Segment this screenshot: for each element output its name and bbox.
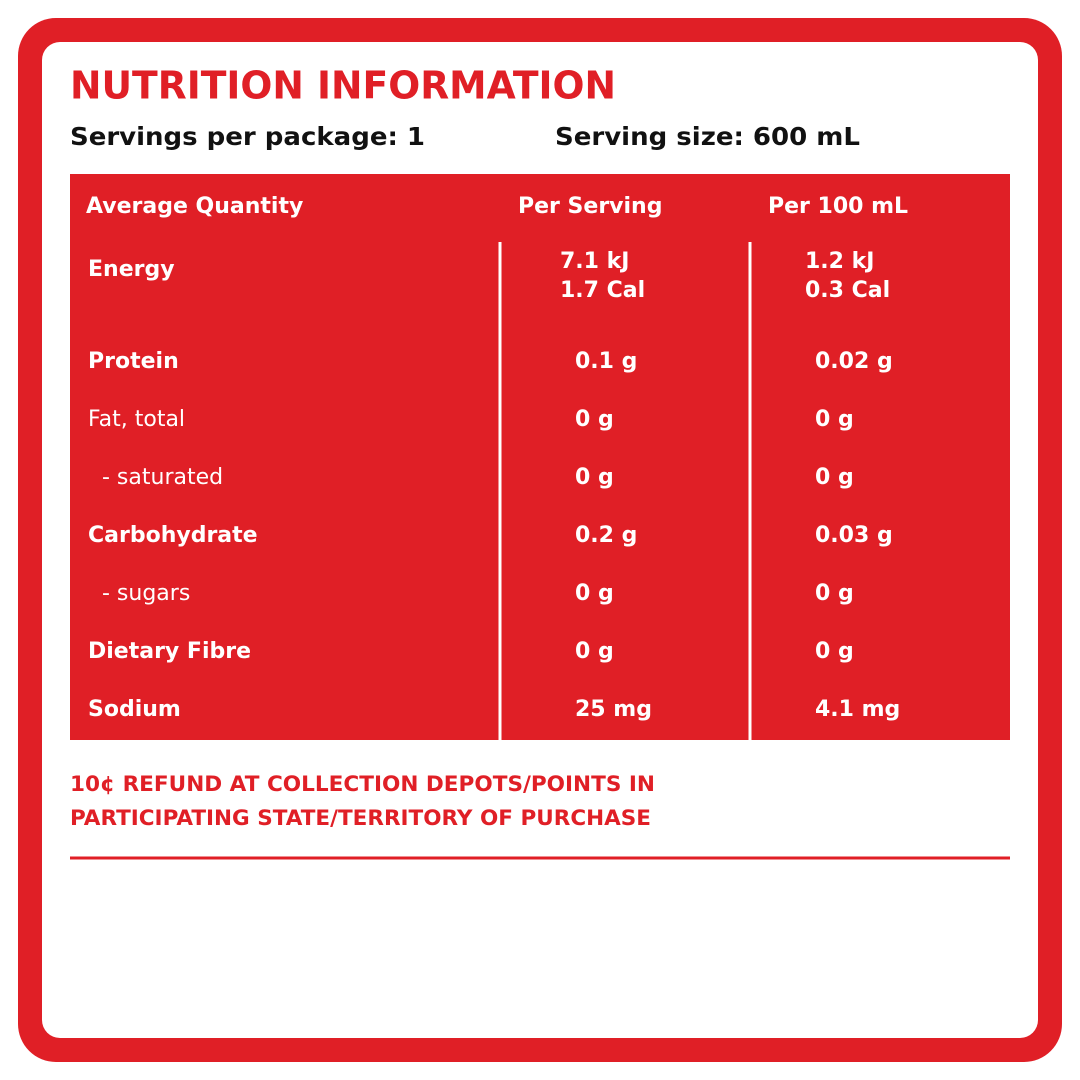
cell: 0 g [815,407,854,432]
cell: 0 g [575,407,614,432]
table-bg [70,174,1010,740]
row-label: Sodium [88,697,181,722]
column-header: Per Serving [518,194,662,219]
cell: 0.3 Cal [805,278,890,303]
cell: 0 g [815,465,854,490]
cell: 0.1 g [575,349,637,374]
cell: 4.1 mg [815,697,900,722]
cell: 0 g [815,581,854,606]
row-label: Fat, total [88,407,185,432]
column-header: Average Quantity [86,194,303,219]
serving-size: Serving size: 600 mL [555,122,860,151]
cell: 0 g [575,639,614,664]
cell: 0.03 g [815,523,893,548]
row-label: - sugars [102,581,190,606]
cell: 0 g [575,465,614,490]
cell: 7.1 kJ [560,249,629,274]
cell: 1.2 kJ [805,249,874,274]
cell: 0.2 g [575,523,637,548]
servings: Servings per package: 1 [70,122,425,151]
row-label: Carbohydrate [88,523,258,548]
row-label: Dietary Fibre [88,639,251,664]
cell: 1.7 Cal [560,278,645,303]
footer-line: 10¢ REFUND AT COLLECTION DEPOTS/POINTS I… [70,772,655,796]
cell: 0 g [815,639,854,664]
row-label: Protein [88,349,179,374]
cell: 25 mg [575,697,652,722]
title: NUTRITION INFORMATION [70,64,616,108]
cell: 0.02 g [815,349,893,374]
row-label: - saturated [102,465,223,490]
cell: 0 g [575,581,614,606]
footer-line: PARTICIPATING STATE/TERRITORY OF PURCHAS… [70,806,651,830]
row-label: Energy [88,257,175,282]
column-header: Per 100 mL [768,194,908,219]
